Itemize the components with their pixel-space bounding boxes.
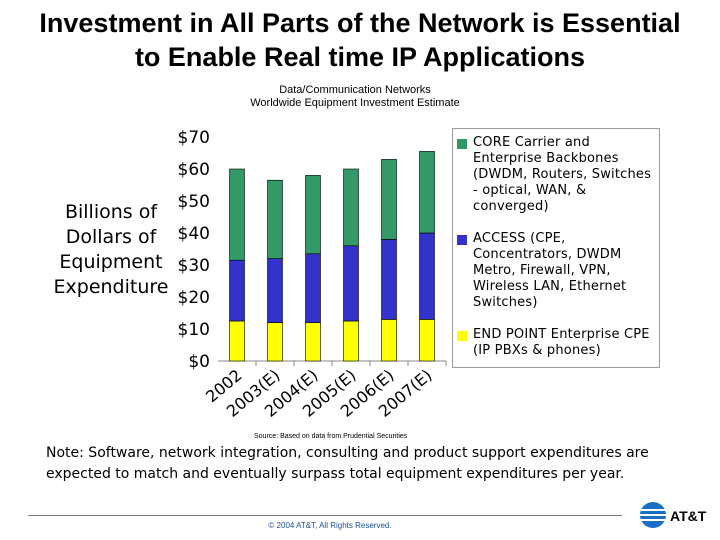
y-tick-label: $30 (178, 256, 210, 276)
bar-segment (381, 319, 397, 362)
bar-segment (229, 259, 245, 322)
legend-label-access: ACCESS (CPE, Concentrators, DWDM Metro, … (473, 231, 627, 310)
y-axis-label-line: Billions of (64, 201, 158, 223)
bar-segment (229, 320, 245, 362)
bar-segment (267, 258, 283, 323)
legend-swatch-access (457, 235, 467, 245)
legend-label-endpoint: END POINT Enterprise CPE (IP PBXs & phon… (473, 327, 650, 358)
bar-segment (419, 151, 435, 234)
subtitle-line-1: Data/Communication Networks (279, 84, 431, 96)
footnote: Note: Software, network integration, con… (46, 445, 649, 482)
bar-segment (267, 322, 283, 362)
y-axis-label: Billions of Dollars of Equipment Expendi… (52, 200, 170, 300)
y-axis-label-line: Dollars of (65, 226, 157, 248)
bar-segment (229, 168, 245, 261)
bar-segment (343, 245, 359, 322)
copyright-text: © 2004 AT&T, All Rights Reserved. (268, 521, 392, 530)
title-line-2: to Enable Real time IP Applications (134, 42, 586, 72)
footer-divider (28, 515, 622, 516)
legend-swatch-endpoint (457, 331, 467, 341)
source-note: Source: Based on data from Prudential Se… (254, 433, 408, 440)
bar-segment (343, 320, 359, 362)
bar-segment (381, 159, 397, 240)
bar-segment (419, 232, 435, 320)
bar-segment (267, 179, 283, 259)
slide-title: Investment in All Parts of the Network i… (0, 6, 720, 74)
bar-segment (305, 253, 321, 323)
y-tick-label: $40 (178, 224, 210, 244)
att-logo: AT&T (638, 498, 718, 534)
bar-segment (305, 322, 321, 362)
legend-label-core: CORE Carrier and Enterprise Backbones (D… (473, 135, 652, 214)
y-tick-label: $20 (178, 288, 210, 308)
bar-segment (305, 175, 321, 255)
bar-segment (343, 168, 359, 247)
legend-swatch-core (457, 139, 467, 149)
y-axis-label-line: Equipment (59, 251, 163, 273)
att-globe-icon (640, 502, 666, 528)
y-tick-label: $0 (188, 352, 210, 372)
bar-segment (419, 319, 435, 362)
y-tick-label: $50 (178, 192, 210, 212)
chart-subtitle: Data/Communication Networks Worldwide Eq… (180, 84, 530, 110)
y-tick-label: $10 (178, 320, 210, 340)
title-line-1: Investment in All Parts of the Network i… (39, 8, 681, 38)
y-tick-label: $70 (178, 128, 210, 148)
y-axis-label-line: Expenditure (53, 276, 169, 298)
y-tick-label: $60 (178, 160, 210, 180)
logo-text: AT&T (670, 508, 707, 524)
bar-segment (381, 239, 397, 320)
subtitle-line-2: Worldwide Equipment Investment Estimate (250, 97, 460, 109)
chart-legend: CORE Carrier and Enterprise Backbones (D… (452, 128, 660, 368)
